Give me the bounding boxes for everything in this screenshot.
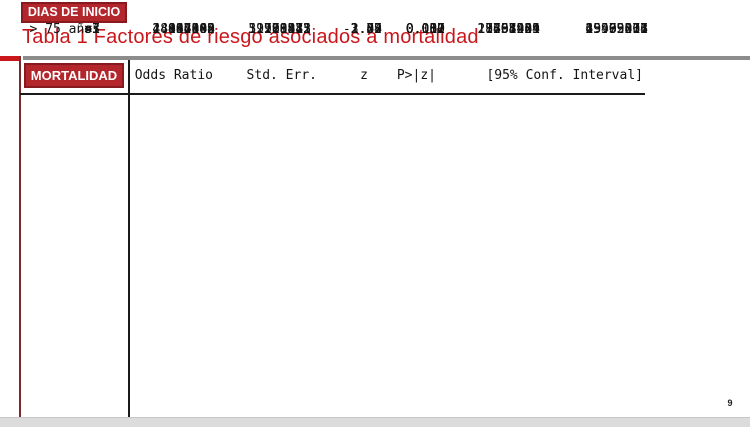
odds-ratio-value: 2.182142	[152, 22, 215, 37]
p-value: 0.010	[405, 22, 445, 37]
z-value: 3.54	[350, 22, 382, 37]
ci-low-value: 2.658259	[477, 22, 540, 37]
row-level: >3	[84, 22, 100, 37]
column-header-ci: [95% Conf. Interval]	[486, 68, 643, 83]
std-err-value: 1.178822	[248, 22, 311, 37]
category-label: DIAS DE INICIO	[20, 2, 128, 23]
ci-low-value: .1734905	[477, 22, 540, 37]
odds-ratio-value: 1.966305	[152, 22, 215, 37]
column-header-std-err: Std. Err.	[246, 68, 317, 83]
table-top-rule	[23, 56, 750, 60]
table-left-rule	[19, 56, 21, 417]
p-value: 0.000	[405, 22, 445, 37]
ci-high-value: .9535813	[585, 22, 648, 37]
ci-high-value: 23.69213	[585, 22, 648, 37]
z-value: 1.43	[350, 22, 382, 37]
p-value: 0.067	[405, 22, 445, 37]
row-level: sí	[84, 22, 100, 37]
p-value: 0.039	[405, 22, 445, 37]
table-row: DIAS DE INICIO <7 2.845663 1.178822 2.52…	[0, 0, 750, 48]
odds-ratio-value: 4.814408	[152, 22, 215, 37]
z-value: 1.83	[350, 22, 382, 37]
ci-high-value: 15.79537	[585, 22, 648, 37]
header-underline	[20, 93, 645, 95]
odds-ratio-value: 2.845663	[152, 22, 215, 37]
std-err-value: 5.510175	[248, 22, 311, 37]
ci-high-value: 4.962004	[585, 22, 648, 37]
ci-high-value: 29.93473	[585, 22, 648, 37]
footer-bar	[0, 417, 750, 427]
ci-low-value: .7791924	[477, 22, 540, 37]
std-err-value: .1768211	[248, 22, 311, 37]
slide-page-number: 9	[727, 398, 733, 408]
row-level: sí	[84, 22, 100, 37]
label-column-divider	[128, 60, 130, 417]
ci-low-value: 1.263489	[477, 22, 540, 37]
row-level: sí	[84, 22, 100, 37]
std-err-value: 3.791573	[248, 22, 311, 37]
p-value: 0.012	[405, 22, 445, 37]
p-value: 0.152	[405, 22, 445, 37]
p-value: 0.081	[405, 22, 445, 37]
column-header-odds-ratio: Odds Ratio	[134, 68, 213, 83]
ci-high-value: 6.409076	[585, 22, 648, 37]
std-err-value: .929915	[256, 22, 311, 37]
row-header-box: MORTALIDAD	[23, 63, 125, 88]
z-value: -2.07	[342, 22, 382, 37]
ci-low-value: .8301964	[477, 22, 540, 37]
ci-low-value: 1.467425	[477, 22, 540, 37]
row-level: <7	[84, 22, 100, 37]
std-err-value: 2.91843	[256, 22, 311, 37]
z-value: 2.52	[350, 22, 382, 37]
red-accent-bar	[0, 56, 19, 61]
odds-ratio-value: 4.434989	[152, 22, 215, 37]
odds-ratio-value: .4067399	[152, 22, 215, 37]
category-box-wrap: DIAS DE INICIO	[20, 2, 128, 23]
slide-title: Tabla 1 Factores de riesgo asociados a m…	[22, 26, 479, 48]
std-err-value: .9286482	[248, 22, 311, 37]
column-header-p: P>|z|	[396, 68, 436, 83]
row-header-wrap: MORTALIDAD	[20, 63, 128, 88]
odds-ratio-value: 8.92044	[160, 22, 215, 37]
row-level: > 75 años	[29, 22, 100, 37]
z-value: 2.59	[350, 22, 382, 37]
column-header-z: z	[360, 68, 368, 83]
ci-low-value: .9465541	[477, 22, 540, 37]
row-level: sí	[84, 22, 100, 37]
ci-high-value: 5.03061	[593, 22, 648, 37]
z-value: 1.74	[350, 22, 382, 37]
